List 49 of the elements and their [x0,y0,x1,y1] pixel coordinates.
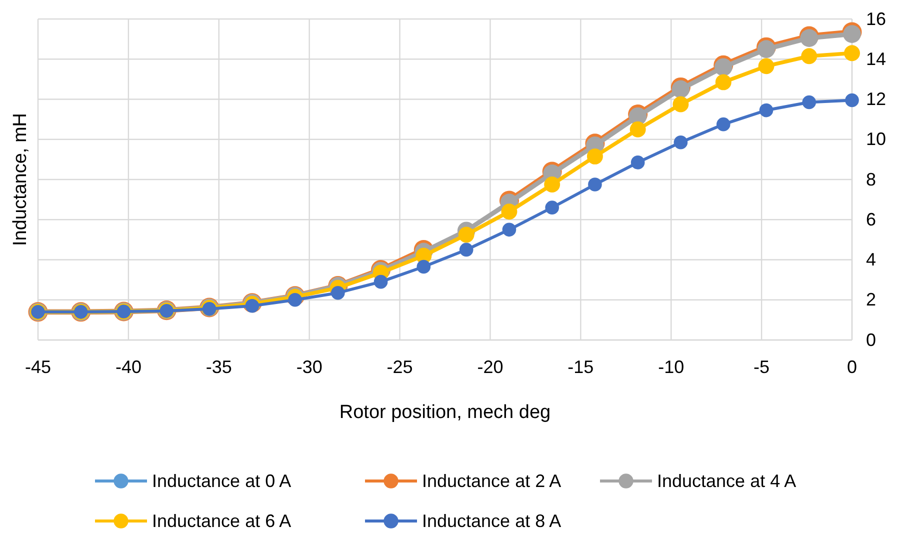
point [458,226,474,243]
x-tick-label: -5 [754,356,770,377]
point [845,93,859,108]
point [759,103,774,118]
point [544,176,560,192]
x-tick-label: -30 [296,356,322,377]
y-tick-label: 10 [866,129,886,150]
point [674,135,688,150]
point [588,178,602,192]
point [374,274,388,289]
x-tick-label: -35 [206,356,232,377]
point [545,200,559,214]
x-tick-label: -25 [386,356,413,377]
y-tick-label: 16 [866,8,886,29]
point [844,45,860,62]
legend-label: Inductance at 4 A [657,471,796,491]
point [502,222,516,237]
point [501,204,518,220]
y-tick-label: 12 [866,89,886,110]
x-tick-label: -15 [568,356,594,377]
point [630,121,646,138]
point [672,96,689,112]
point [716,117,730,132]
legend-label: Inductance at 0 A [152,471,292,491]
y-tick-label: 4 [866,250,876,270]
point [331,286,345,300]
point [801,48,818,64]
y-tick-label: 8 [866,169,876,190]
point [715,74,732,90]
point [416,260,431,274]
y-tick-label: 6 [866,209,876,230]
legend-label: Inductance at 8 A [422,511,562,531]
point [758,58,774,74]
legend-label: Inductance at 6 A [152,511,292,531]
point [802,95,816,110]
x-tick-label: -10 [658,356,684,377]
y-tick-label: 2 [866,290,876,310]
x-tick-label: -45 [24,356,52,377]
legend-label: Inductance at 2 A [422,471,562,491]
point [630,156,645,170]
point [459,242,474,257]
x-tick-label: -20 [477,356,504,377]
x-tick-label: -40 [115,356,142,377]
x-axis-title: Rotor position, mech deg [339,402,551,423]
y-axis-title: Inductance, mH [10,112,31,246]
x-tick-label: 0 [846,356,858,377]
point [586,148,603,164]
y-tick-label: 0 [866,330,876,350]
y-tick-label: 14 [866,48,886,69]
